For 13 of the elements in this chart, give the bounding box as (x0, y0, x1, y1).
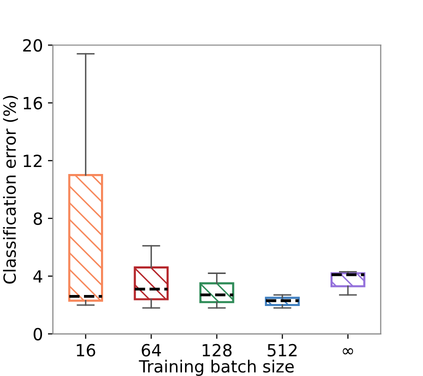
x-tick-label: 512 (268, 344, 297, 357)
x-tick-label: 128 (202, 344, 232, 357)
y-tick-label: 12 (24, 154, 42, 167)
y-axis-title: Classification error (%) (3, 96, 18, 284)
y-tick-label: 16 (24, 96, 42, 110)
x-tick-label: ∞ (342, 348, 354, 354)
y-tick-label: 20 (23, 39, 42, 52)
y-tick-label: 0 (34, 328, 42, 340)
y-tick-label: 8 (34, 212, 42, 225)
x-tick-label: 16 (76, 344, 96, 357)
x-axis-title: Training batch size (138, 360, 294, 376)
y-tick-label: 4 (33, 270, 42, 282)
x-tick-label: 64 (142, 344, 161, 357)
